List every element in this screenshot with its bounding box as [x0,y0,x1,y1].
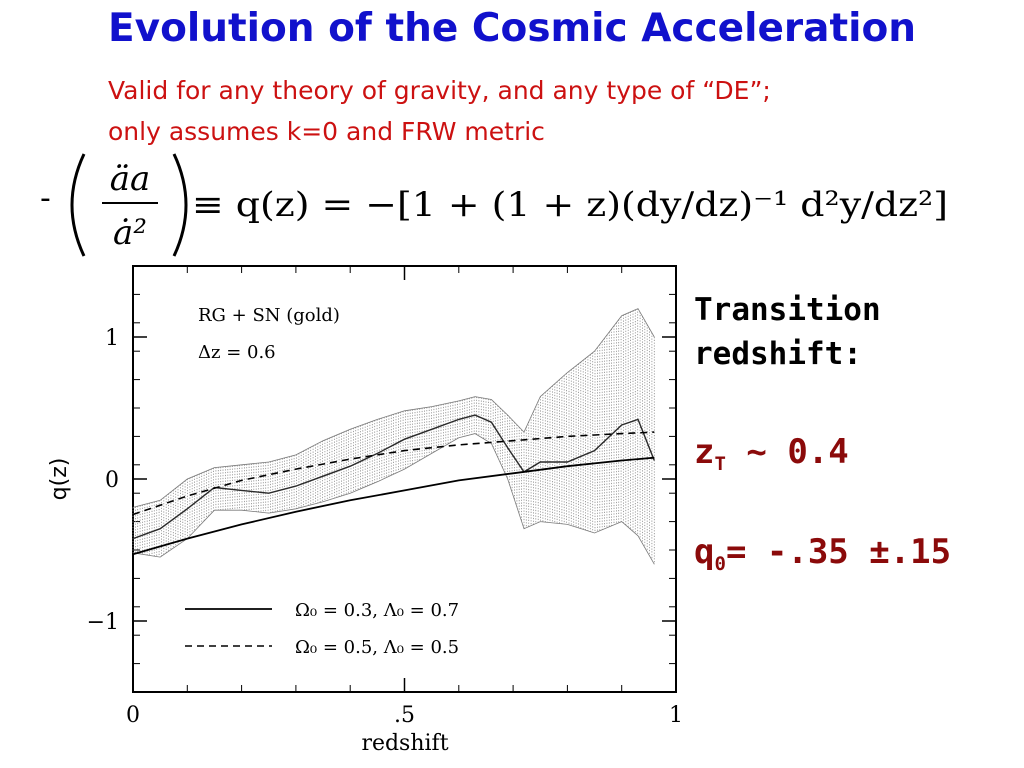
error-band-lower-edge [132,433,655,565]
zt-symbol: z [694,432,715,472]
legend-dashed-label: Ω₀ = 0.5, Λ₀ = 0.5 [295,637,459,658]
y-tick-label: −1 [87,610,119,635]
x-tick-label: .5 [394,703,415,728]
q-of-z-chart: 0 .5 1 1 0 −1 redshift q(z) RG + SN (gold) Δz… [47,265,683,756]
y-tick-label: 1 [105,326,119,351]
left-paren-icon [70,153,86,257]
annotation-dataset: RG + SN (gold) [198,305,340,326]
q0-subscript: 0 [714,553,726,575]
slide-title: Evolution of the Cosmic Acceleration [108,6,917,51]
x-tick-label: 1 [669,703,683,728]
q0-number: = -.35 ±.15 [725,532,952,572]
slide-subtitle: Valid for any theory of gravity, and any… [108,70,978,152]
zt-value: ~ 0.4 [746,432,849,472]
transition-label: Transition redshift: [694,288,1014,376]
x-tick-label: 0 [126,703,140,728]
plot-frame [132,265,677,693]
y-axis-label: q(z) [47,458,72,501]
transition-redshift-value: zT ~ 0.4 [694,432,849,475]
transition-line-2: redshift: [694,336,862,372]
subtitle-line-2: only assumes k=0 and FRW metric [108,117,545,146]
reconstruction-line [132,414,655,540]
q0-symbol: q [694,532,715,572]
subtitle-line-1: Valid for any theory of gravity, and any… [108,76,771,105]
y-tick-label: 0 [105,468,119,493]
x-axis-label: redshift [361,731,448,756]
model-line-dashed [132,431,655,516]
tick-labels: 0 .5 1 1 0 −1 [87,326,683,728]
error-band-upper-edge [132,308,655,508]
equation-denominator: ȧ² [113,213,147,253]
equation-rhs: ≡ q(z) = −[1 + (1 + z)(dy/dz)⁻¹ d²y/dz²] [192,185,948,225]
q0-value: q0= -.35 ±.15 [694,532,951,575]
model-line-solid [132,456,655,556]
transition-line-1: Transition [694,292,881,328]
axis-ticks [132,266,677,692]
equation-prefix: - [40,181,51,216]
deceleration-equation: - äa ȧ² ≡ q(z) = −[1 + (1 + z)(dy/dz)⁻¹ … [40,153,948,257]
legend-solid-label: Ω₀ = 0.3, Λ₀ = 0.7 [295,600,459,621]
zt-subscript: T [714,453,726,475]
annotation-delta-z: Δz = 0.6 [198,342,276,363]
equation-numerator: äa [110,159,151,199]
right-paren-icon [172,153,188,257]
